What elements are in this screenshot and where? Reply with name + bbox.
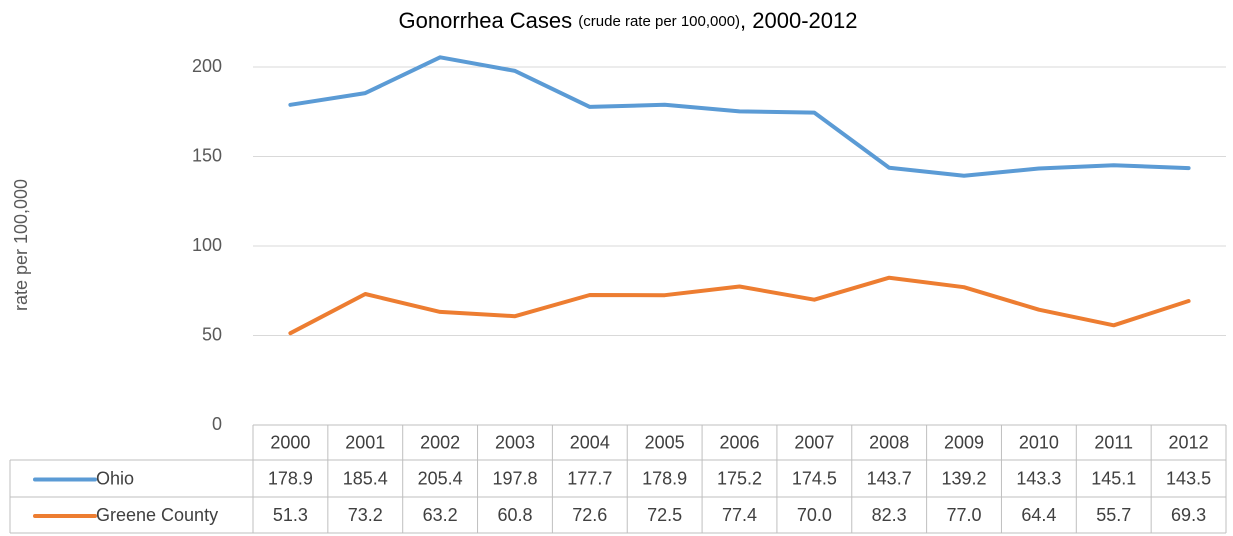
table-value: 64.4 bbox=[1021, 505, 1056, 525]
table-value: 185.4 bbox=[343, 468, 388, 488]
table-value: 69.3 bbox=[1171, 505, 1206, 525]
x-tick-label: 2008 bbox=[869, 432, 909, 452]
y-tick-label: 0 bbox=[212, 414, 222, 434]
x-tick-label: 2006 bbox=[719, 432, 759, 452]
y-axis-label: rate per 100,000 bbox=[11, 179, 31, 311]
table-value: 174.5 bbox=[792, 468, 837, 488]
legend-label: Ohio bbox=[96, 468, 134, 488]
table-value: 77.4 bbox=[722, 505, 757, 525]
y-tick-label: 200 bbox=[192, 56, 222, 76]
x-tick-label: 2009 bbox=[944, 432, 984, 452]
table-value: 82.3 bbox=[872, 505, 907, 525]
table-value: 55.7 bbox=[1096, 505, 1131, 525]
title-note: (crude rate per 100,000) bbox=[578, 13, 740, 30]
table-value: 143.3 bbox=[1016, 468, 1061, 488]
x-tick-label: 2000 bbox=[270, 432, 310, 452]
y-tick-label: 100 bbox=[192, 235, 222, 255]
table-value: 60.8 bbox=[497, 505, 532, 525]
x-tick-label: 2007 bbox=[794, 432, 834, 452]
table-value: 143.5 bbox=[1166, 468, 1211, 488]
table-value: 63.2 bbox=[423, 505, 458, 525]
table-value: 175.2 bbox=[717, 468, 762, 488]
x-tick-label: 2005 bbox=[645, 432, 685, 452]
x-tick-label: 2011 bbox=[1094, 432, 1133, 452]
table-value: 70.0 bbox=[797, 505, 832, 525]
table-value: 72.6 bbox=[572, 505, 607, 525]
x-tick-label: 2001 bbox=[345, 432, 385, 452]
table-value: 143.7 bbox=[867, 468, 912, 488]
series-line bbox=[288, 275, 1191, 336]
series-line bbox=[288, 55, 1191, 178]
chart-title: Gonorrhea Cases (crude rate per 100,000)… bbox=[399, 8, 858, 33]
table-value: 73.2 bbox=[348, 505, 383, 525]
y-tick-label: 50 bbox=[202, 324, 222, 344]
table-value: 178.9 bbox=[642, 468, 687, 488]
title-main: Gonorrhea Cases bbox=[399, 8, 573, 33]
table-value: 178.9 bbox=[268, 468, 313, 488]
table-value: 177.7 bbox=[567, 468, 612, 488]
table-value: 197.8 bbox=[492, 468, 537, 488]
x-tick-label: 2010 bbox=[1019, 432, 1059, 452]
table-value: 77.0 bbox=[947, 505, 982, 525]
title-suffix: , 2000-2012 bbox=[740, 8, 857, 33]
y-tick-label: 150 bbox=[192, 145, 222, 165]
x-tick-label: 2004 bbox=[570, 432, 610, 452]
x-tick-label: 2002 bbox=[420, 432, 460, 452]
legend-label: Greene County bbox=[96, 505, 218, 525]
x-tick-label: 2003 bbox=[495, 432, 535, 452]
table-value: 145.1 bbox=[1091, 468, 1136, 488]
table-value: 51.3 bbox=[273, 505, 308, 525]
table-value: 205.4 bbox=[418, 468, 463, 488]
table-value: 72.5 bbox=[647, 505, 682, 525]
x-tick-label: 2012 bbox=[1169, 432, 1209, 452]
table-value: 139.2 bbox=[942, 468, 987, 488]
